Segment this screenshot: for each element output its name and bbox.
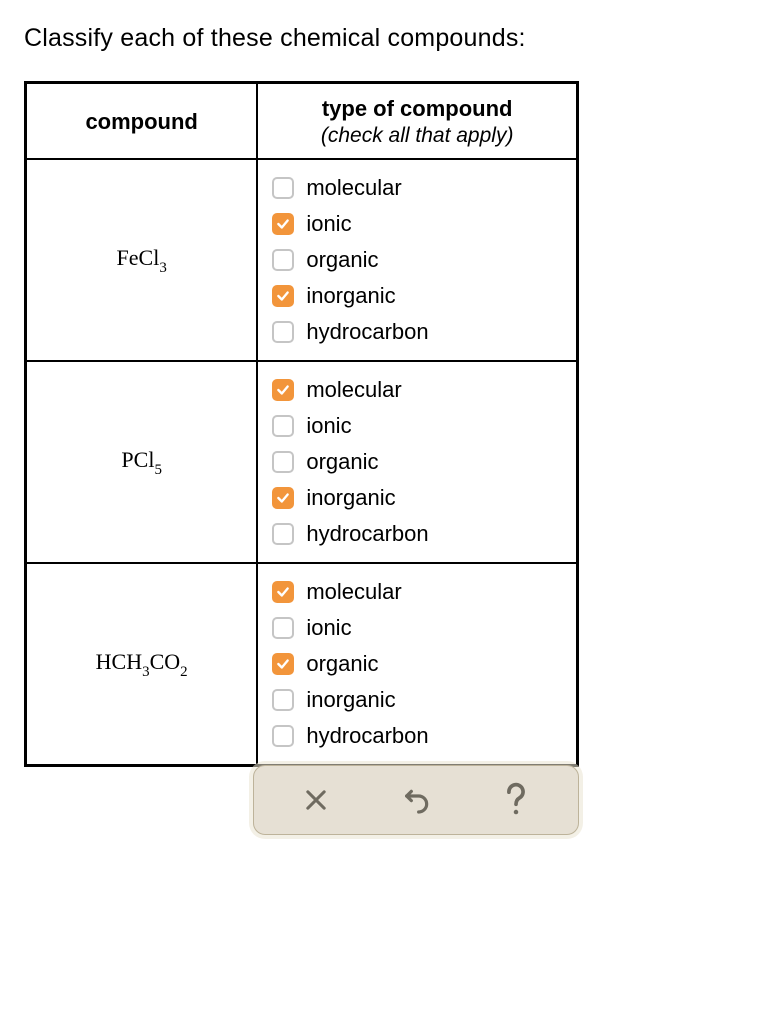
option-label: ionic — [306, 211, 351, 237]
option-label: ionic — [306, 413, 351, 439]
option-inorganic[interactable]: inorganic — [272, 682, 562, 718]
type-options: molecular ionic organic inorganic hydrocarbo… — [257, 361, 577, 563]
option-label: organic — [306, 449, 378, 475]
table-row: PCl5 molecular ionic organic inorganic hydroc… — [26, 361, 578, 563]
option-label: molecular — [306, 579, 401, 605]
option-label: organic — [306, 651, 378, 677]
type-options: molecular ionic organic inorganic hydrocarbo… — [257, 159, 577, 361]
option-molecular[interactable]: molecular — [272, 170, 562, 206]
checkbox[interactable] — [272, 581, 294, 603]
compound-formula: HCH3CO2 — [26, 563, 258, 766]
checkbox[interactable] — [272, 653, 294, 675]
option-label: hydrocarbon — [306, 521, 428, 547]
option-organic[interactable]: organic — [272, 242, 562, 278]
table-row: HCH3CO2 molecular ionic organic inorganic hyd… — [26, 563, 578, 766]
option-label: hydrocarbon — [306, 319, 428, 345]
header-compound: compound — [26, 83, 258, 160]
checkbox[interactable] — [272, 487, 294, 509]
table-row: FeCl3 molecular ionic organic inorganic hydro… — [26, 159, 578, 361]
option-hydrocarbon[interactable]: hydrocarbon — [272, 718, 562, 754]
question-icon — [499, 780, 533, 820]
option-hydrocarbon[interactable]: hydrocarbon — [272, 516, 562, 552]
option-label: inorganic — [306, 485, 395, 511]
undo-button[interactable] — [395, 779, 437, 821]
checkbox[interactable] — [272, 321, 294, 343]
help-button[interactable] — [495, 779, 537, 821]
checkbox[interactable] — [272, 213, 294, 235]
option-ionic[interactable]: ionic — [272, 610, 562, 646]
option-label: molecular — [306, 377, 401, 403]
option-ionic[interactable]: ionic — [272, 408, 562, 444]
close-icon — [302, 786, 330, 814]
header-type-sub: (check all that apply) — [321, 124, 514, 147]
checkbox[interactable] — [272, 451, 294, 473]
option-molecular[interactable]: molecular — [272, 372, 562, 408]
type-options: molecular ionic organic inorganic hydrocarbo… — [257, 563, 577, 766]
checkbox[interactable] — [272, 523, 294, 545]
option-inorganic[interactable]: inorganic — [272, 480, 562, 516]
option-inorganic[interactable]: inorganic — [272, 278, 562, 314]
option-label: inorganic — [306, 283, 395, 309]
clear-button[interactable] — [295, 779, 337, 821]
option-hydrocarbon[interactable]: hydrocarbon — [272, 314, 562, 350]
compound-formula: PCl5 — [26, 361, 258, 563]
option-organic[interactable]: organic — [272, 444, 562, 480]
option-label: ionic — [306, 615, 351, 641]
checkbox[interactable] — [272, 177, 294, 199]
classification-table: compound type of compound (check all tha… — [24, 81, 579, 767]
question-text: Classify each of these chemical compound… — [24, 24, 754, 53]
checkbox[interactable] — [272, 379, 294, 401]
checkbox[interactable] — [272, 415, 294, 437]
option-label: hydrocarbon — [306, 723, 428, 749]
header-type-title: type of compound — [322, 96, 513, 121]
checkbox[interactable] — [272, 689, 294, 711]
undo-icon — [400, 784, 432, 816]
option-organic[interactable]: organic — [272, 646, 562, 682]
option-molecular[interactable]: molecular — [272, 574, 562, 610]
checkbox[interactable] — [272, 617, 294, 639]
answer-toolbar — [253, 765, 579, 835]
checkbox[interactable] — [272, 249, 294, 271]
checkbox[interactable] — [272, 725, 294, 747]
option-label: organic — [306, 247, 378, 273]
compound-formula: FeCl3 — [26, 159, 258, 361]
header-type: type of compound (check all that apply) — [257, 83, 577, 160]
option-label: molecular — [306, 175, 401, 201]
option-ionic[interactable]: ionic — [272, 206, 562, 242]
option-label: inorganic — [306, 687, 395, 713]
checkbox[interactable] — [272, 285, 294, 307]
